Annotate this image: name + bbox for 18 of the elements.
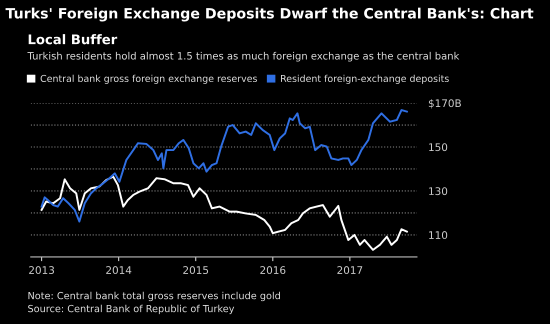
y-tick-label: 130 (429, 187, 448, 196)
x-tick-label: 2016 (260, 266, 286, 274)
x-tick-label: 2017 (337, 266, 362, 274)
x-tick-label: 2014 (106, 266, 132, 274)
chart-subtitle: Local Buffer (28, 34, 118, 44)
y-tick-label: 150 (429, 143, 448, 152)
text: Turkish residents hold almost 1.5 times as much foreign exchange as the central bank (27, 52, 460, 62)
legend-label: Resident foreign-exchange deposits (281, 74, 449, 84)
chart-title: Turks' Foreign Exchange Deposits Dwarf the Central Bank's: Chart (6, 8, 534, 22)
legend-label: Central bank gross foreign exchange reserves (40, 74, 257, 84)
y-tick-label: $170B (428, 99, 461, 109)
line-series (40, 109, 408, 223)
x-tick-label: 2013 (29, 266, 54, 274)
y-tick-label: 110 (429, 231, 448, 240)
line-series (40, 176, 408, 251)
source-note: Source: Central Bank of Republic of Turkey (28, 304, 234, 314)
x-tick-label: 2015 (183, 266, 208, 274)
text: Note: Central bank total gross reserves include gold (28, 292, 280, 302)
